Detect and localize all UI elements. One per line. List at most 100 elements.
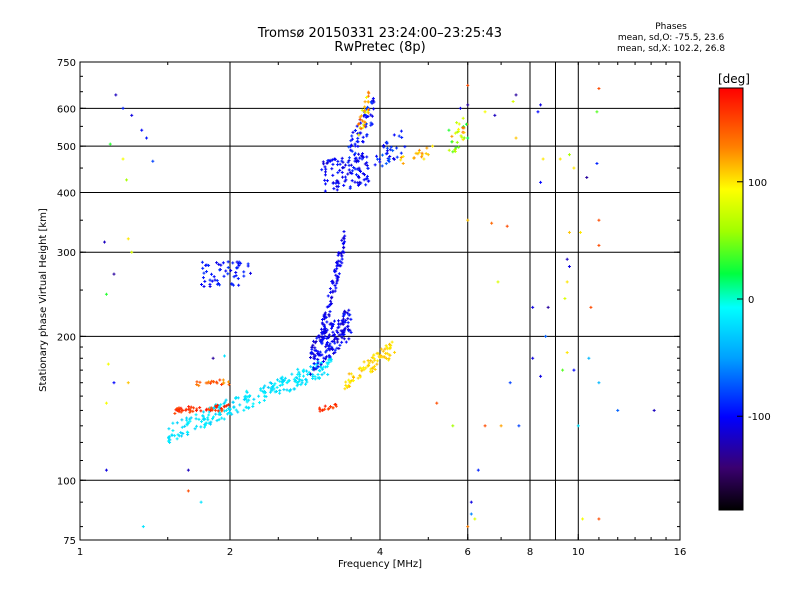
data-point — [273, 382, 277, 386]
data-point — [342, 246, 346, 250]
data-point — [384, 152, 388, 156]
data-point — [347, 337, 351, 341]
data-point-v — [374, 163, 376, 167]
data-point — [362, 114, 366, 118]
x-tick-label: 6 — [465, 547, 471, 558]
data-point — [325, 305, 329, 309]
data-point — [328, 355, 332, 359]
data-point-v — [323, 371, 325, 375]
data-point-v — [202, 266, 204, 270]
data-point-v — [333, 337, 335, 341]
data-point — [379, 347, 383, 351]
data-point — [381, 349, 385, 353]
data-point — [462, 131, 466, 135]
data-point-v — [343, 251, 345, 255]
data-point — [242, 398, 246, 402]
data-point-v — [337, 179, 339, 183]
data-point-v — [308, 370, 310, 374]
data-point-v — [458, 145, 460, 149]
data-point — [197, 417, 201, 421]
data-point — [357, 367, 361, 371]
data-point-v — [421, 155, 423, 159]
data-point-v — [373, 353, 375, 357]
data-point-v — [321, 168, 323, 172]
data-point-v — [321, 353, 323, 357]
phase-stats-x: mean, sd,X: 102.2, 26.8 — [616, 44, 726, 54]
data-point-v — [168, 435, 170, 439]
data-point-v — [299, 374, 301, 378]
data-point — [293, 379, 297, 383]
data-point — [185, 416, 189, 420]
data-point — [247, 398, 251, 402]
data-point-v — [366, 107, 368, 111]
data-point — [323, 311, 327, 315]
y-tick-label: 500 — [57, 142, 76, 153]
data-point — [340, 319, 344, 323]
data-point-v — [283, 378, 285, 382]
data-point — [567, 153, 571, 157]
data-point — [340, 170, 344, 174]
data-point-v — [358, 174, 360, 178]
data-point-v — [352, 379, 354, 383]
data-point — [462, 136, 466, 140]
data-point — [342, 312, 346, 316]
data-point-v — [349, 384, 351, 388]
data-point-v — [383, 145, 385, 149]
data-point — [337, 251, 341, 255]
data-point-v — [333, 187, 335, 191]
data-point — [514, 93, 518, 97]
data-point — [309, 372, 313, 376]
data-point-v — [363, 114, 365, 118]
data-point-v — [345, 340, 347, 344]
data-point — [341, 236, 345, 240]
data-point-v — [204, 279, 206, 283]
data-point-v — [427, 153, 429, 157]
data-point — [362, 178, 366, 182]
data-point — [328, 310, 332, 314]
data-point — [380, 355, 384, 359]
data-point — [197, 384, 201, 388]
data-point-v — [204, 423, 206, 427]
data-point-v — [362, 155, 364, 159]
data-point-v — [354, 142, 356, 146]
data-point-v — [319, 350, 321, 354]
data-point — [365, 164, 369, 168]
data-point-v — [167, 439, 169, 443]
data-point-v — [336, 276, 338, 280]
data-point-v — [379, 160, 381, 164]
data-point-v — [573, 166, 575, 170]
data-point — [483, 110, 487, 114]
data-point-v — [227, 380, 229, 384]
data-point-v — [321, 335, 323, 339]
data-point-v — [387, 156, 389, 160]
data-point-v — [377, 359, 379, 363]
data-point-v — [653, 408, 655, 412]
data-point-v — [264, 384, 266, 388]
data-point-v — [178, 406, 180, 410]
data-point — [229, 269, 233, 273]
data-point — [335, 188, 339, 192]
data-point — [372, 107, 376, 111]
data-point-v — [196, 424, 198, 428]
data-point — [420, 153, 424, 157]
data-point — [210, 272, 214, 276]
data-point-v — [243, 398, 245, 402]
data-point — [450, 140, 454, 144]
data-point — [335, 281, 339, 285]
data-point — [215, 279, 219, 283]
data-point-v — [338, 272, 340, 276]
data-point — [476, 468, 480, 472]
data-point-v — [451, 140, 453, 144]
data-point — [220, 416, 224, 420]
data-point-v — [598, 87, 600, 91]
data-point-v — [253, 397, 255, 401]
data-point — [336, 179, 340, 183]
data-point — [597, 87, 601, 91]
data-point-v — [370, 100, 372, 104]
data-point — [121, 106, 125, 110]
data-point-v — [314, 375, 316, 379]
data-point — [173, 411, 177, 415]
data-point — [325, 348, 329, 352]
data-point — [309, 350, 313, 354]
data-point — [237, 264, 241, 268]
